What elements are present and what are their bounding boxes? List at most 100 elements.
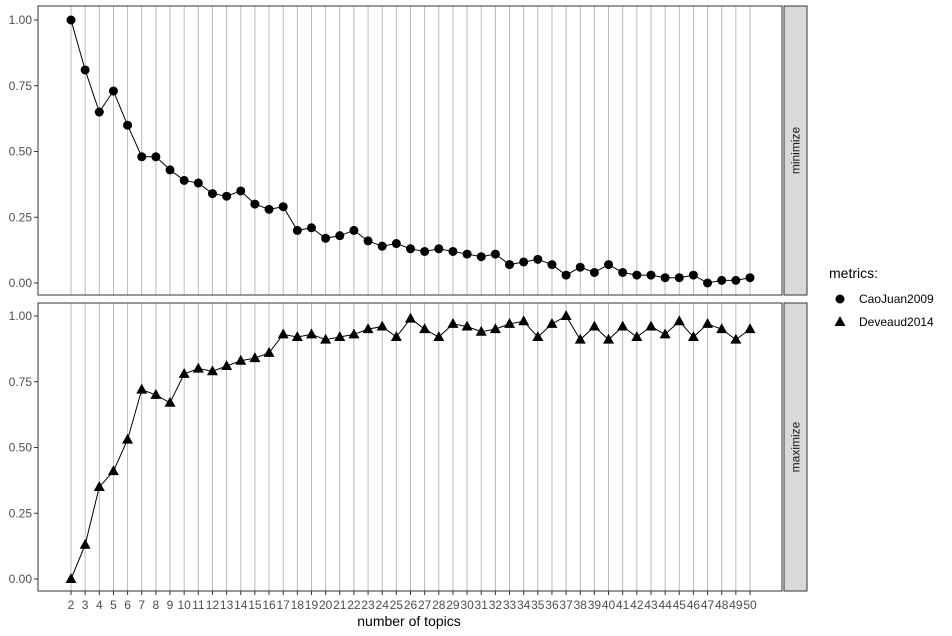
x-tick-label: 26 [404, 598, 418, 612]
x-tick-label: 34 [517, 598, 531, 612]
data-point [292, 225, 302, 235]
strip-label: minimize [789, 127, 803, 175]
data-point [462, 249, 472, 259]
y-tick-label: 0.00 [9, 276, 33, 290]
data-point [745, 273, 755, 283]
data-point [674, 273, 684, 283]
data-point [560, 310, 572, 321]
data-point [236, 186, 246, 196]
x-tick-label: 49 [729, 598, 743, 612]
panel-minimize: 0.00 0.25 0.50 0.75 1.00 minimize [9, 5, 808, 296]
data-point [703, 278, 713, 288]
data-point [547, 260, 557, 270]
y-tick-label: 0.50 [9, 441, 33, 455]
x-tick-label: 45 [673, 598, 687, 612]
data-point [604, 260, 614, 270]
panel-background [38, 303, 782, 591]
x-tick-label: 29 [446, 598, 460, 612]
y-tick-label: 0.75 [9, 79, 33, 93]
legend-key-Deveaud2014 [834, 316, 846, 327]
x-tick-label: 2 [68, 598, 75, 612]
data-point [305, 328, 317, 339]
x-tick-label: 46 [687, 598, 701, 612]
data-point [221, 360, 233, 370]
panel-border [37, 5, 783, 296]
y-tick-label: 0.50 [9, 145, 33, 159]
data-point [179, 175, 189, 185]
strip-background [783, 302, 808, 592]
data-point [716, 323, 728, 334]
data-point [391, 239, 401, 249]
data-point [673, 315, 685, 326]
x-tick-label: 24 [376, 598, 390, 612]
data-point [645, 320, 657, 331]
data-point [730, 333, 742, 344]
data-point [291, 331, 303, 342]
data-point [434, 244, 444, 254]
x-tick-label: 33 [503, 598, 517, 612]
data-point [178, 367, 190, 378]
data-point [588, 320, 600, 331]
data-point [306, 223, 316, 233]
data-point [250, 199, 260, 209]
y-tick-label: 0.00 [9, 572, 33, 586]
data-point [490, 249, 500, 259]
x-tick-label: 36 [545, 598, 559, 612]
data-point [447, 317, 459, 328]
data-point [249, 352, 261, 363]
data-point [575, 262, 585, 272]
data-point [334, 331, 346, 342]
x-tick-label: 17 [277, 598, 291, 612]
data-point [193, 178, 203, 188]
x-tick-label: 11 [192, 598, 205, 612]
legend-label: CaoJuan2009 [859, 292, 934, 306]
y-tick-label: 1.00 [9, 309, 33, 323]
x-tick-label: 35 [531, 598, 545, 612]
x-tick-label: 23 [361, 598, 375, 612]
x-tick-label: 19 [305, 598, 319, 612]
x-tick-label: 38 [574, 598, 588, 612]
x-tick-label: 47 [701, 598, 715, 612]
data-point [519, 257, 529, 267]
x-tick-label: 43 [644, 598, 658, 612]
data-point [207, 189, 217, 199]
x-tick-label: 28 [432, 598, 446, 612]
data-point [362, 323, 374, 334]
data-point [475, 325, 487, 336]
y-tick-label: 1.00 [9, 13, 33, 27]
x-axis: 2 3 4 5 6 7 8 9 10 11 12 13 14 15 16 17 18 19 20 21 22 23 24 25… [68, 591, 757, 612]
data-point [420, 246, 430, 256]
data-point [349, 225, 359, 235]
data-point [702, 317, 714, 328]
data-point [505, 260, 515, 270]
data-point [631, 331, 643, 342]
x-tick-label: 31 [475, 598, 489, 612]
data-point [390, 331, 402, 342]
x-tick-label: 10 [177, 598, 191, 612]
data-point [518, 315, 530, 326]
data-point [603, 333, 615, 344]
data-point [646, 270, 656, 280]
data-point [574, 333, 586, 344]
data-point [617, 320, 629, 331]
data-point [546, 317, 558, 328]
y-tick-label: 0.25 [9, 210, 33, 224]
y-tick-label: 0.75 [9, 375, 33, 389]
data-point [433, 331, 445, 342]
x-tick-label: 9 [167, 598, 174, 612]
x-tick-label: 25 [390, 598, 404, 612]
data-point [335, 231, 345, 241]
x-tick-label: 37 [559, 598, 573, 612]
x-axis-title: number of topics [357, 613, 461, 629]
data-point [122, 433, 134, 444]
x-tick-label: 27 [418, 598, 432, 612]
x-tick-label: 8 [153, 598, 160, 612]
x-tick-label: 22 [347, 598, 361, 612]
x-tick-label: 16 [262, 598, 276, 612]
data-point [406, 244, 415, 254]
data-point [277, 328, 289, 339]
data-point [107, 465, 119, 476]
x-tick-label: 32 [489, 598, 503, 612]
data-point [137, 152, 147, 162]
